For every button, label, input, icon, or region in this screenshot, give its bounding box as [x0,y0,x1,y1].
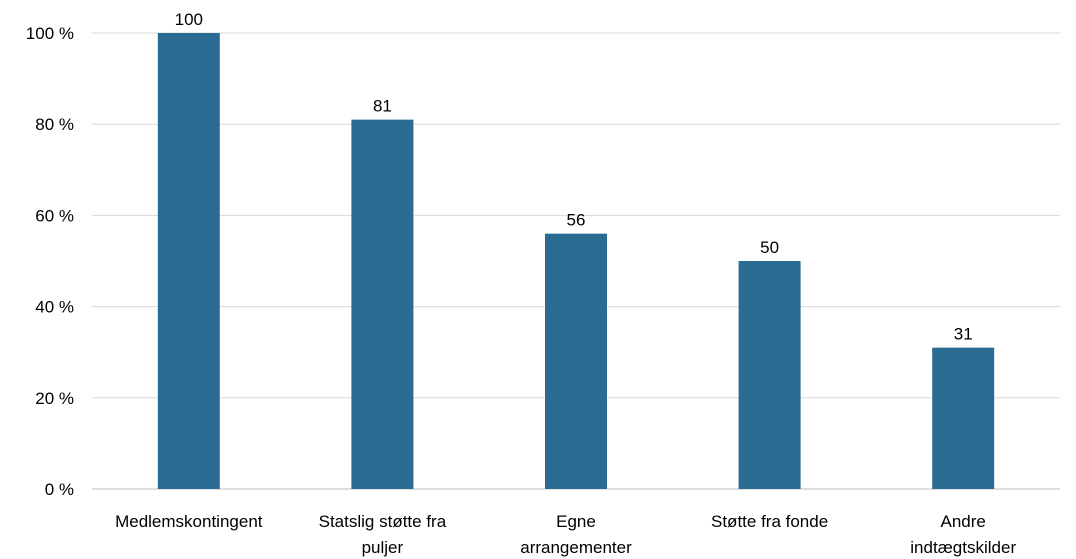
category-label: Støtte fra fonde [711,512,828,531]
category-label-line: Egne [556,512,596,531]
category-label: Statslig støtte fra puljer [319,512,447,557]
y-tick-label: 100 % [26,24,74,43]
y-tick-label: 40 % [35,298,74,317]
category-label: Andre indtægtskilder [910,512,1016,557]
data-label: 81 [373,97,392,116]
category-label-line: arrangementer [520,538,632,557]
category-label-line: indtægtskilder [910,538,1016,557]
data-label: 56 [567,211,586,230]
y-tick-label: 60 % [35,206,74,225]
bars [157,33,995,489]
category-label: Egne arrangementer [520,512,632,557]
data-label: 31 [954,325,973,344]
category-label-line: Statslig støtte fra [319,512,447,531]
bar [157,33,220,489]
x-axis-category-labels: Medlemskontingent Statslig støtte fra pulj… [115,512,1016,557]
data-labels: 100 81 56 50 31 [175,10,973,344]
bar [932,347,995,489]
data-label: 100 [175,10,203,29]
category-label-line: Medlemskontingent [115,512,263,531]
bar [351,119,414,489]
bar [545,233,607,489]
data-label: 50 [760,238,779,257]
category-label-line: puljer [362,538,404,557]
y-tick-label: 0 % [45,480,74,499]
category-label: Medlemskontingent [115,512,263,531]
bar [738,261,801,489]
y-axis-tick-labels: 0 % 20 % 40 % 60 % 80 % 100 % [26,24,74,499]
category-label-line: Andre [941,512,986,531]
y-tick-label: 80 % [35,115,74,134]
category-label-line: Støtte fra fonde [711,512,828,531]
y-tick-label: 20 % [35,389,74,408]
